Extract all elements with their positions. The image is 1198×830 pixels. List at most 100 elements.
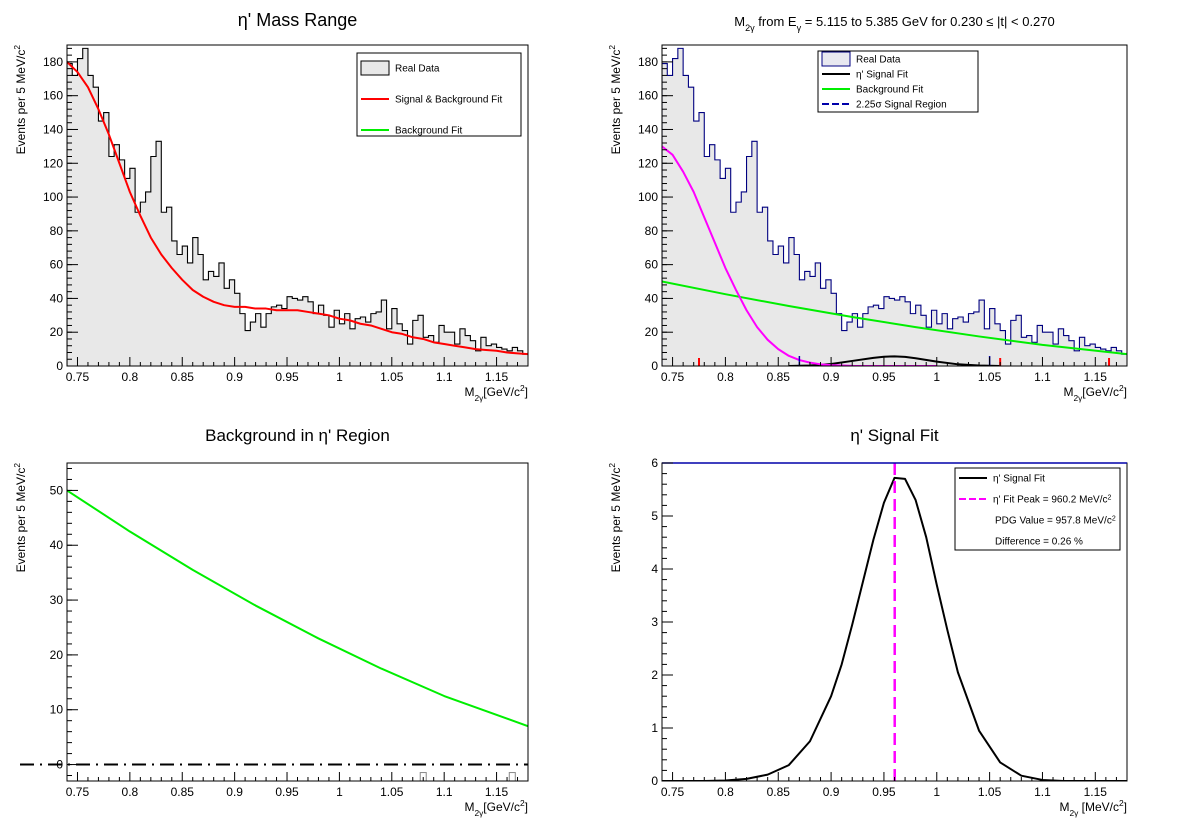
x-tick-label-4: 0.95 <box>872 370 896 384</box>
y-tick-label-4: 80 <box>50 224 64 238</box>
curve-1 <box>662 280 1127 356</box>
x-tick-label-8: 1.15 <box>485 370 509 384</box>
x-tick-label-5: 1 <box>933 785 940 799</box>
x-tick-label-4: 0.95 <box>275 785 299 799</box>
legend: Real Data Signal & Background Fit Backgrou… <box>356 52 522 137</box>
y-tick-label-3: 3 <box>651 615 658 629</box>
x-tick-label-6: 1.05 <box>978 785 1002 799</box>
y-tick-label-3: 60 <box>645 258 659 272</box>
x-tick-label-8: 1.15 <box>1084 370 1108 384</box>
x-tick-label-7: 1.1 <box>436 370 453 384</box>
x-tick-label-3: 0.9 <box>823 785 840 799</box>
x-tick-label-5: 1 <box>336 370 343 384</box>
y-tick-label-8: 160 <box>638 89 658 103</box>
chart-p2: 0.75 0.8 0.85 0.9 0.95 1 1.05 1.1 1.15 0 20 40 60 80 1… <box>607 14 1128 403</box>
y-tick-label-7: 140 <box>43 122 63 136</box>
legend-label-1: Signal & Background Fit <box>395 95 503 106</box>
x-tick-label-3: 0.9 <box>226 785 243 799</box>
x-tick-label-2: 0.85 <box>171 785 195 799</box>
y-tick-label-0: 0 <box>651 359 658 373</box>
x-tick-label-8: 1.15 <box>485 785 509 799</box>
y-tick-label-4: 40 <box>50 538 64 552</box>
legend-swatch-0 <box>360 60 390 76</box>
x-tick-label-4: 0.95 <box>275 370 299 384</box>
x-tick-label-6: 1.05 <box>380 785 404 799</box>
chart-title: η' Signal Fit <box>850 426 939 445</box>
legend-swatch-0 <box>821 51 851 67</box>
small-bar-1 <box>508 772 516 781</box>
chart-p3: 0.75 0.8 0.85 0.9 0.95 1 1.05 1.1 1.15 0 10 20 30 40 5… <box>12 426 529 818</box>
y-tick-label-1: 1 <box>651 721 658 735</box>
x-tick-label-1: 0.8 <box>122 785 139 799</box>
x-tick-label-0: 0.75 <box>661 785 685 799</box>
y-tick-label-0: 0 <box>651 774 658 788</box>
plot-frame <box>66 462 529 782</box>
chart-title: M2γ from Eγ = 5.115 to 5.385 GeV for 0.2… <box>734 14 1055 33</box>
x-axis-label: M2γ[GeV/c2] <box>1063 383 1127 403</box>
chart-p4: 0.75 0.8 0.85 0.9 0.95 1 1.05 1.1 1.15 0 1 2 3 4 5 6 η' … <box>607 426 1128 818</box>
y-axis-label: Events per 5 MeV/c2 <box>607 463 623 573</box>
y-tick-label-2: 40 <box>50 291 64 305</box>
x-tick-label-1: 0.8 <box>717 370 734 384</box>
x-tick-label-8: 1.15 <box>1084 785 1108 799</box>
x-tick-label-6: 1.05 <box>380 370 404 384</box>
y-tick-label-3: 60 <box>50 258 64 272</box>
y-tick-label-5: 100 <box>43 190 63 204</box>
y-tick-label-6: 120 <box>43 156 63 170</box>
x-tick-label-2: 0.85 <box>767 370 791 384</box>
x-tick-label-7: 1.1 <box>436 785 453 799</box>
y-tick-label-2: 20 <box>50 648 64 662</box>
x-tick-label-3: 0.9 <box>823 370 840 384</box>
plot-area <box>67 47 528 366</box>
plot-area <box>67 489 528 781</box>
y-tick-label-8: 160 <box>43 89 63 103</box>
x-tick-label-0: 0.75 <box>66 785 90 799</box>
y-tick-label-9: 180 <box>43 55 63 69</box>
y-tick-label-7: 140 <box>638 122 658 136</box>
y-tick-label-0: 0 <box>56 359 63 373</box>
y-tick-label-5: 5 <box>651 509 658 523</box>
y-tick-label-1: 10 <box>50 703 64 717</box>
x-tick-label-2: 0.85 <box>171 370 195 384</box>
legend-label-0: η' Signal Fit <box>993 474 1045 485</box>
x-tick-label-5: 1 <box>933 370 940 384</box>
legend-label-2: Background Fit <box>856 85 923 96</box>
curve-0 <box>662 476 1127 781</box>
y-tick-label-4: 4 <box>651 562 658 576</box>
curve-0 <box>67 61 528 356</box>
y-tick-label-9: 180 <box>638 55 658 69</box>
small-bar-0 <box>419 772 427 781</box>
chart-p1: 0.75 0.8 0.85 0.9 0.95 1 1.05 1.1 1.15 0 20 40 60 80 1… <box>12 10 529 403</box>
x-tick-label-0: 0.75 <box>661 370 685 384</box>
y-tick-label-5: 50 <box>50 483 64 497</box>
x-tick-label-2: 0.85 <box>767 785 791 799</box>
legend-label-0: Real Data <box>395 64 440 75</box>
legend-box <box>954 467 1121 551</box>
x-tick-label-7: 1.1 <box>1034 785 1051 799</box>
y-tick-label-3: 30 <box>50 593 64 607</box>
legend-label-3: 2.25σ Signal Region <box>856 100 947 111</box>
legend-label-1: η' Fit Peak = 960.2 MeV/c2 <box>993 494 1111 506</box>
y-tick-label-1: 20 <box>50 325 64 339</box>
legend: Real Data η' Signal Fit Background Fit 2.25… <box>817 50 979 113</box>
x-tick-label-3: 0.9 <box>226 370 243 384</box>
x-tick-label-1: 0.8 <box>717 785 734 799</box>
legend: η' Signal Fit η' Fit Peak = 960.2 MeV/c2 P… <box>954 467 1121 551</box>
x-axis-label: M2γ[GeV/c2] <box>464 383 528 403</box>
legend-label-2: PDG Value = 957.8 MeV/c2 <box>995 515 1116 527</box>
y-tick-label-2: 2 <box>651 668 658 682</box>
curve-0 <box>67 489 528 728</box>
y-axis-label: Events per 5 MeV/c2 <box>12 45 28 155</box>
y-tick-label-1: 20 <box>645 325 659 339</box>
x-axis-label: M2γ[GeV/c2] <box>464 798 528 818</box>
y-tick-label-6: 6 <box>651 456 658 470</box>
legend-label-0: Real Data <box>856 55 901 66</box>
plot-area <box>662 463 1127 781</box>
y-tick-label-4: 80 <box>645 224 659 238</box>
histogram-bars <box>67 47 528 366</box>
y-tick-label-0: 0 <box>56 758 63 772</box>
x-tick-label-0: 0.75 <box>66 370 90 384</box>
x-tick-label-7: 1.1 <box>1034 370 1051 384</box>
legend-label-2: Background Fit <box>395 126 462 137</box>
